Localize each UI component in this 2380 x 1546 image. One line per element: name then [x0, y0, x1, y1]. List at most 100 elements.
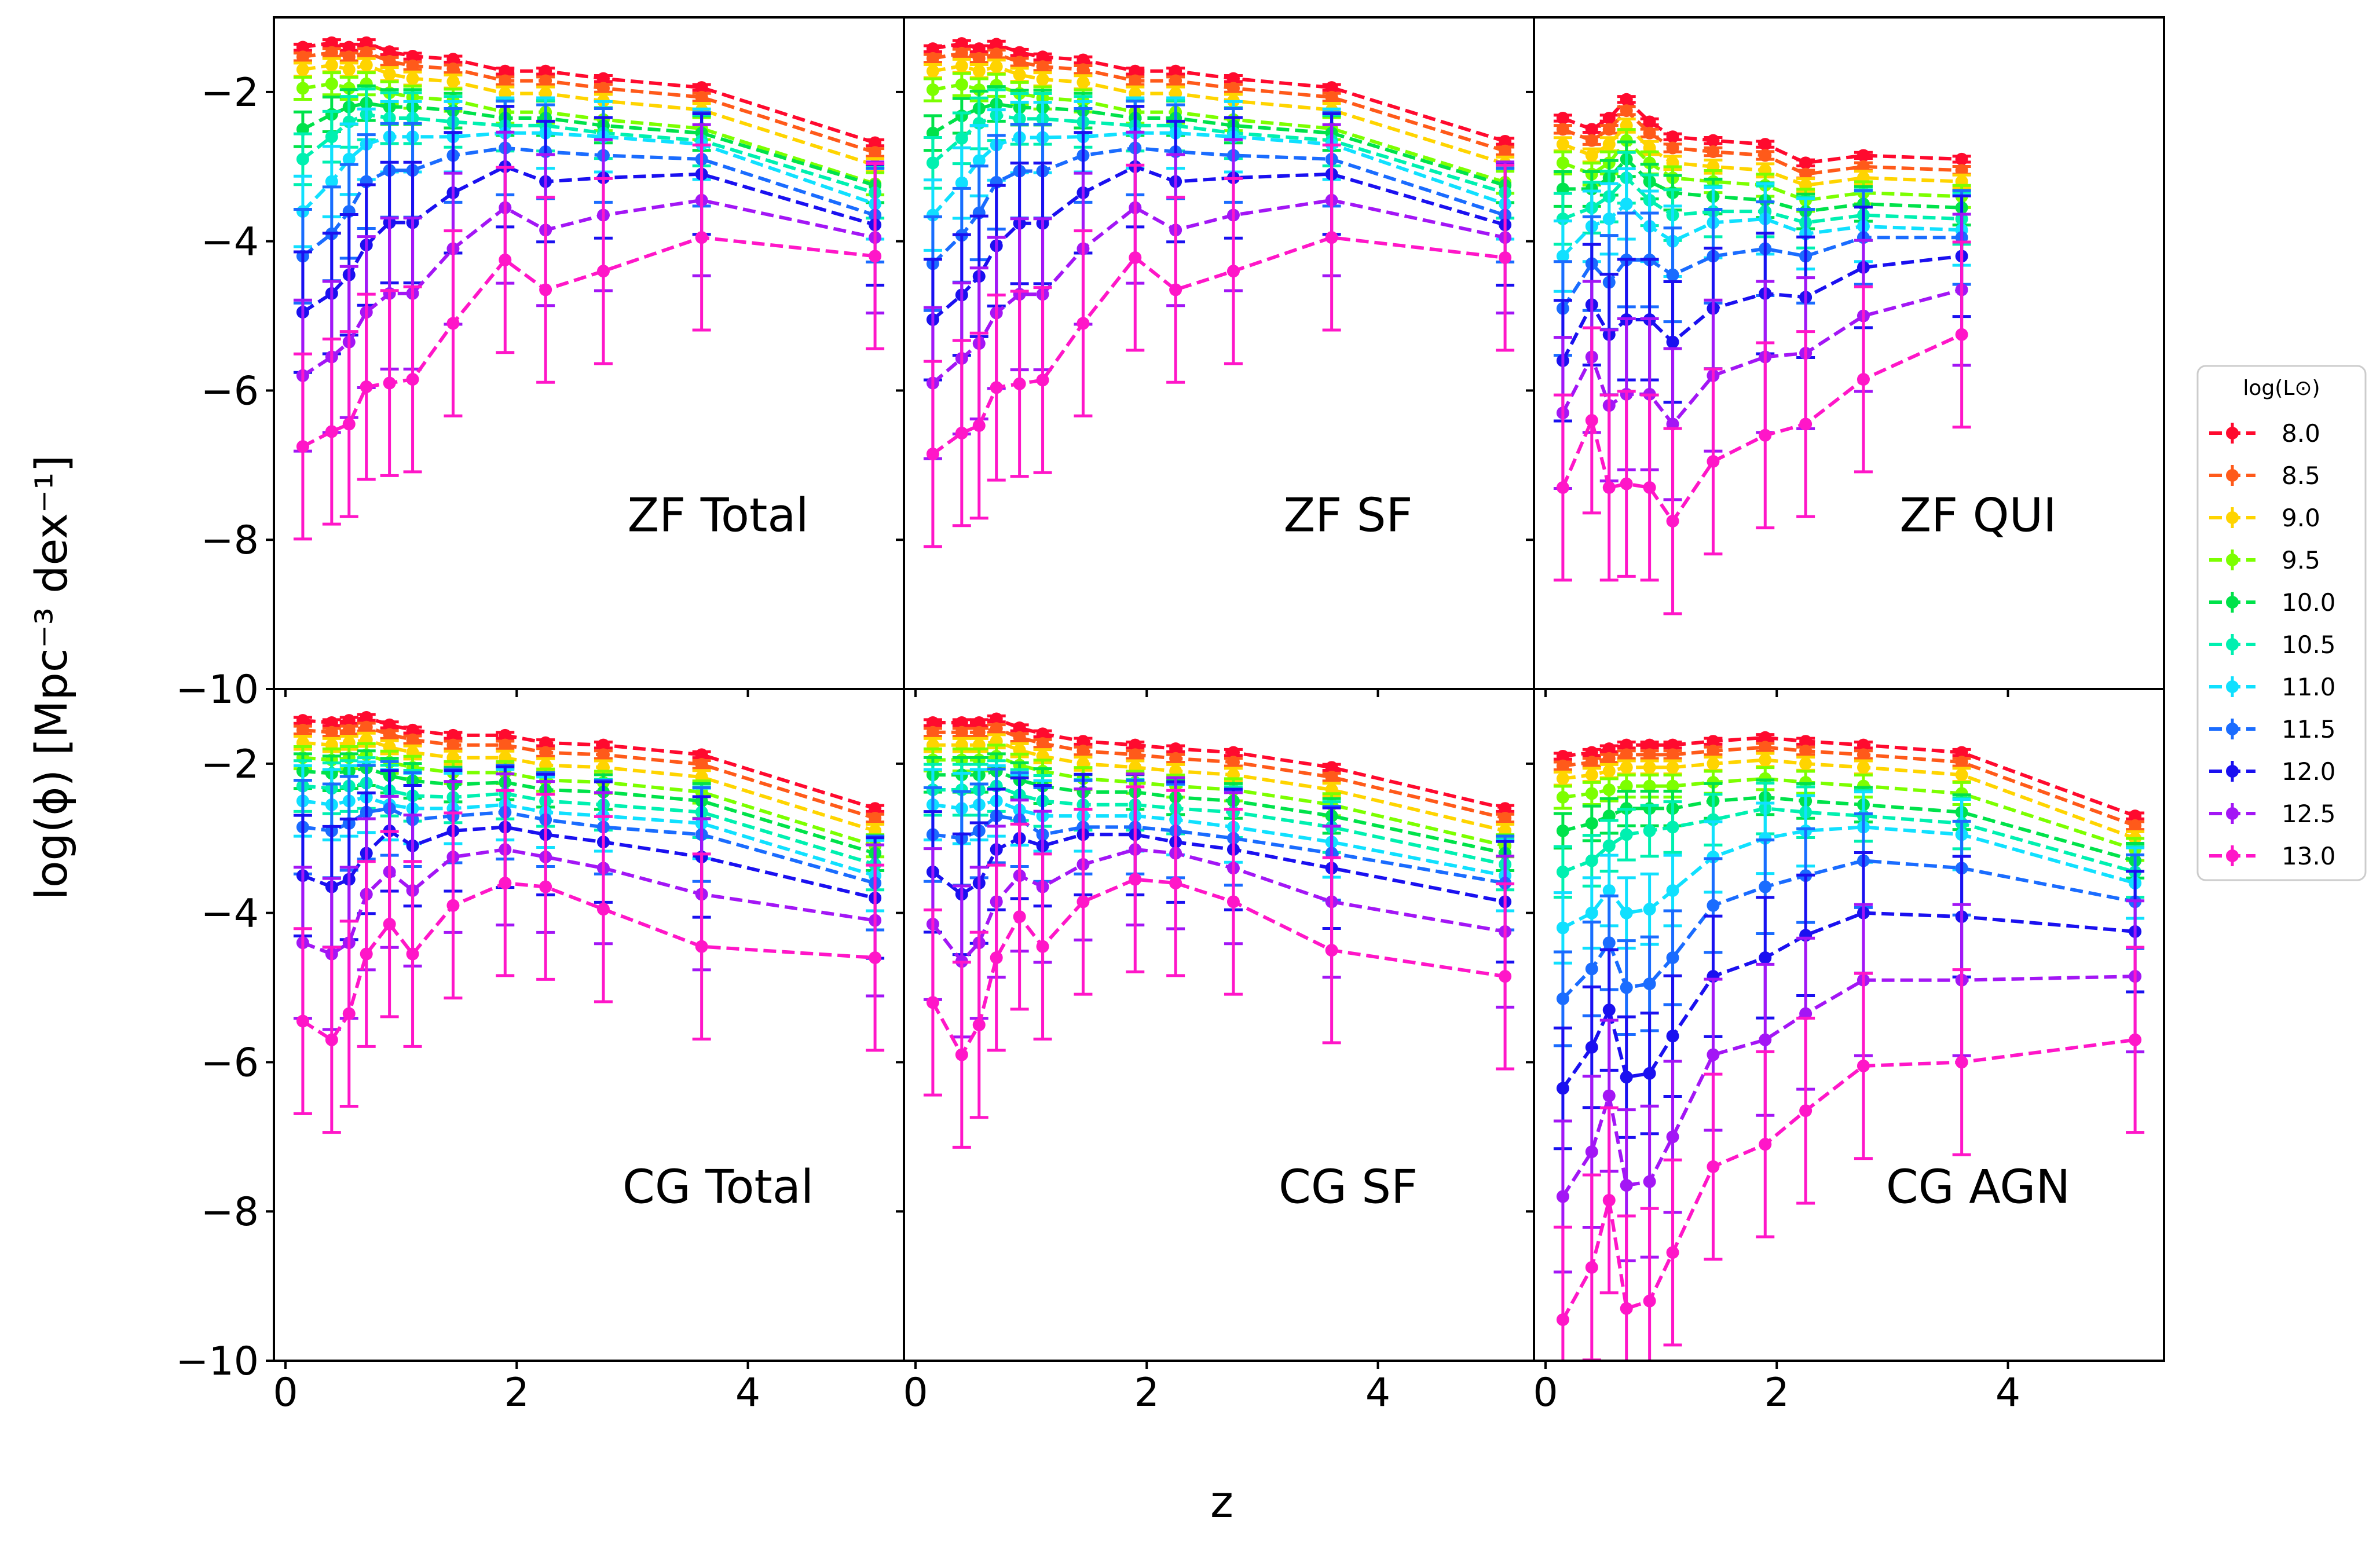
- data-point: [926, 64, 939, 78]
- data-point: [1013, 910, 1026, 924]
- data-point: [406, 723, 419, 737]
- series-10-0: [1553, 778, 2145, 880]
- data-point: [1602, 123, 1616, 136]
- y-tick-label: −4: [201, 219, 259, 265]
- data-point: [1620, 1071, 1633, 1084]
- data-point: [695, 940, 708, 953]
- data-point: [342, 723, 356, 737]
- y-axis-title: log(ϕ) [Mpc⁻³ dex⁻¹]: [25, 455, 77, 900]
- data-point: [1643, 824, 1656, 837]
- legend-marker: [2226, 427, 2239, 439]
- panel-zf-total: −10 −8 −6 −4 −2 ZF Total: [175, 16, 905, 713]
- x-tick-label: 2: [1134, 1370, 1159, 1416]
- panel-cg-sf: 0 2 4 CG SF: [896, 688, 1535, 1416]
- data-point: [1643, 748, 1656, 761]
- data-point: [1585, 768, 1598, 782]
- legend-marker: [2226, 638, 2239, 651]
- data-point: [1759, 731, 1772, 744]
- legend-item-11-0: 11.0: [2209, 673, 2336, 701]
- x-tick-label: 4: [735, 1370, 760, 1416]
- data-point: [1643, 1175, 1656, 1188]
- data-point: [955, 177, 968, 190]
- data-point: [383, 918, 396, 930]
- legend-marker: [2226, 554, 2239, 566]
- data-point: [972, 52, 986, 65]
- data-point: [383, 55, 396, 68]
- data-point: [325, 716, 338, 729]
- data-point: [1585, 787, 1598, 800]
- legend-frame: [2196, 365, 2367, 881]
- series-9-0: [1553, 752, 2145, 847]
- data-point: [1643, 481, 1656, 494]
- series-8-0: [1553, 93, 1971, 170]
- panel-label: CG AGN: [1886, 1160, 2070, 1214]
- plot-area-zf-sf: [923, 37, 1515, 548]
- data-point: [926, 448, 939, 460]
- series-13-0: [923, 785, 1515, 1149]
- data-point: [1620, 93, 1633, 106]
- data-point: [539, 880, 552, 893]
- data-point: [1707, 744, 1720, 757]
- legend-marker: [2226, 596, 2239, 609]
- data-point: [869, 250, 882, 263]
- data-point: [1955, 746, 1968, 759]
- data-point: [1602, 742, 1616, 756]
- data-point: [1666, 951, 1679, 964]
- data-point: [446, 62, 460, 75]
- data-point: [1707, 735, 1720, 748]
- data-point: [1759, 831, 1772, 845]
- legend-marker: [2226, 511, 2239, 524]
- data-point: [955, 46, 968, 60]
- data-point: [926, 42, 939, 56]
- series-10-5: [293, 756, 885, 892]
- x-tick-label: 0: [273, 1370, 298, 1416]
- data-point: [1857, 761, 1870, 774]
- data-point: [1036, 60, 1049, 74]
- data-point: [1077, 735, 1090, 748]
- data-point: [1759, 951, 1772, 964]
- data-point: [1226, 746, 1240, 759]
- data-point: [1556, 992, 1569, 1005]
- data-point: [383, 728, 396, 741]
- data-point: [1602, 112, 1616, 124]
- data-point: [1666, 1130, 1679, 1144]
- data-point: [296, 50, 309, 64]
- data-point: [1602, 764, 1616, 778]
- data-point: [1585, 149, 1598, 162]
- data-point: [1857, 149, 1870, 162]
- data-point: [1499, 970, 1512, 983]
- data-point: [1585, 414, 1598, 427]
- data-point: [360, 720, 373, 734]
- data-point: [1620, 981, 1633, 994]
- data-point: [1620, 828, 1633, 841]
- series-12-5: [1553, 213, 1971, 501]
- data-point: [1620, 477, 1633, 490]
- data-point: [1759, 428, 1772, 442]
- data-point: [1169, 742, 1182, 756]
- data-point: [1556, 250, 1569, 263]
- data-point: [1556, 790, 1569, 804]
- data-point: [1602, 839, 1616, 852]
- data-point: [446, 317, 460, 330]
- data-point: [342, 1007, 356, 1020]
- series-13-0: [293, 143, 885, 541]
- data-point: [1013, 731, 1026, 744]
- series-8-5: [293, 720, 885, 825]
- data-point: [360, 380, 373, 393]
- data-point: [1759, 1033, 1772, 1046]
- data-point: [342, 50, 356, 64]
- data-point: [446, 728, 460, 742]
- data-point: [446, 899, 460, 912]
- legend-marker: [2226, 680, 2239, 693]
- panel-cg-agn: 0 2 4 CG AGN: [1526, 688, 2165, 1416]
- data-point: [1325, 944, 1338, 957]
- data-point: [1169, 283, 1182, 296]
- data-point: [1556, 772, 1569, 785]
- data-point: [1620, 779, 1633, 793]
- data-point: [1556, 481, 1569, 494]
- plot-area-cg-total: [293, 710, 885, 1134]
- data-point: [383, 67, 396, 80]
- data-point: [383, 376, 396, 390]
- legend-item-8-0: 8.0: [2209, 419, 2320, 448]
- data-point: [296, 440, 309, 453]
